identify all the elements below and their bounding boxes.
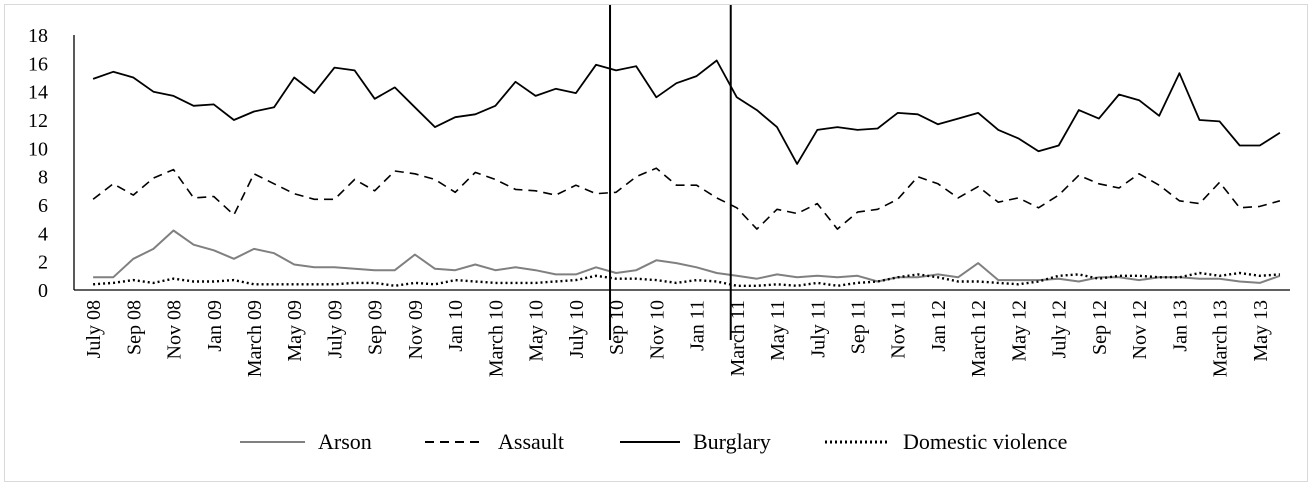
x-tick-label: Jan 13 — [1169, 300, 1191, 352]
series-line-domestic-violence — [93, 271, 1280, 287]
x-tick-label: May 13 — [1250, 300, 1272, 362]
x-tick-label: May 11 — [767, 300, 789, 361]
x-tick-label: Nov 08 — [164, 300, 186, 359]
chart-frame — [4, 4, 1308, 482]
legend-label-burglary: Burglary — [693, 429, 771, 454]
x-tick-label: March 13 — [1210, 300, 1232, 377]
x-axis-ticks: July 08 Sep 08 Nov 08 Jan 09 March 09 May 09 J… — [83, 300, 1272, 377]
y-tick-label: 4 — [38, 223, 48, 245]
x-tick-label: Nov 11 — [888, 300, 910, 359]
x-tick-label: July 08 — [83, 300, 105, 358]
x-tick-label: March 11 — [727, 300, 749, 376]
series-line-arson — [93, 229, 1281, 284]
x-tick-label: Nov 10 — [646, 300, 668, 359]
legend-label-arson: Arson — [318, 429, 372, 454]
legend-label-assault: Assault — [498, 429, 564, 454]
series-lines — [92, 59, 1281, 287]
x-tick-label: Sep 11 — [847, 300, 869, 354]
y-tick-label: 6 — [38, 195, 48, 217]
x-tick-label: May 09 — [284, 300, 306, 362]
x-tick-label: Sep 12 — [1089, 300, 1111, 355]
y-tick-label: 0 — [38, 280, 48, 302]
x-tick-label: March 12 — [968, 300, 990, 377]
x-tick-label: May 10 — [526, 300, 548, 362]
x-tick-label: July 11 — [807, 300, 829, 358]
x-tick-label: Jan 11 — [687, 300, 709, 351]
series-line-assault — [92, 167, 1281, 230]
x-tick-label: Sep 09 — [365, 300, 387, 355]
x-tick-label: May 12 — [1008, 300, 1030, 362]
y-tick-label: 18 — [28, 25, 48, 47]
legend: Arson Assault Burglary Domestic violence — [240, 429, 1067, 454]
x-tick-label: Sep 10 — [606, 300, 628, 355]
x-tick-label: Jan 10 — [445, 300, 467, 352]
legend-label-domestic-violence: Domestic violence — [903, 429, 1067, 454]
y-tick-label: 12 — [28, 110, 48, 132]
x-tick-label: July 10 — [566, 300, 588, 358]
y-tick-label: 10 — [28, 138, 48, 160]
x-tick-label: Sep 08 — [123, 300, 145, 355]
x-tick-label: Nov 09 — [405, 300, 427, 359]
series-line-burglary — [92, 59, 1281, 165]
x-tick-label: July 09 — [324, 300, 346, 358]
x-tick-label: Jan 12 — [928, 300, 950, 352]
y-axis-ticks: 0 2 4 6 8 10 12 14 16 18 — [28, 25, 48, 302]
x-tick-label: July 12 — [1049, 300, 1071, 358]
axes — [73, 35, 1290, 291]
y-tick-label: 2 — [38, 252, 48, 274]
x-tick-label: Jan 09 — [204, 300, 226, 352]
y-tick-label: 16 — [28, 53, 48, 75]
x-tick-label: March 09 — [244, 300, 266, 377]
x-tick-label: Nov 12 — [1129, 300, 1151, 359]
x-tick-label: March 10 — [485, 300, 507, 377]
y-tick-label: 8 — [38, 167, 48, 189]
vertical-markers — [609, 5, 732, 340]
y-tick-label: 14 — [28, 82, 48, 104]
